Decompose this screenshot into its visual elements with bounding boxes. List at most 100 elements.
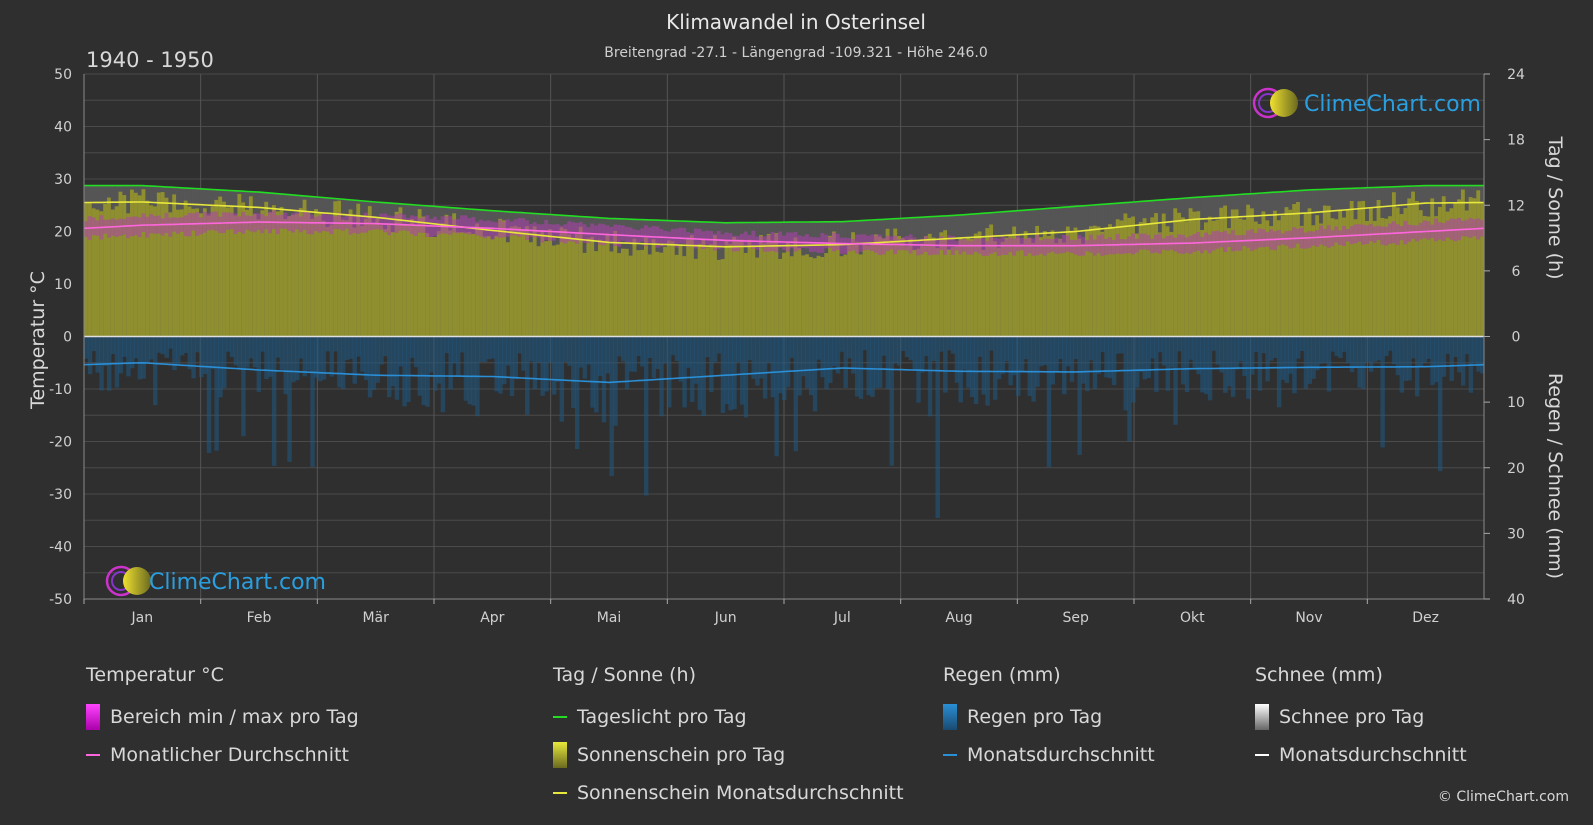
sunshine-bar [1069,230,1075,337]
temp-range-bar [1391,221,1397,244]
legend-item-label: Monatsdurchschnitt [1279,744,1467,766]
rain-bar [644,336,649,496]
y-right-top-tick-label: 12 [1507,198,1525,214]
temp-range-bar [1088,234,1094,253]
rain-bar [1253,336,1259,353]
sunshine-bar [747,239,752,337]
sunshine-bar [218,196,223,337]
rain-bar [1434,336,1439,383]
sunshine-bar [927,233,933,337]
temp-range-bar [908,234,914,254]
temp-range-bar [958,239,963,255]
sunshine-bar [1361,200,1366,337]
sunshine-bar [935,248,940,337]
sunshine-bar [1250,208,1255,337]
sunshine-bar [1476,190,1481,337]
rain-bar [206,336,212,453]
sunshine-bar [256,219,262,337]
rain-bar [1211,336,1217,351]
legend-item: Schnee pro Tag [1255,698,1467,736]
sunshine-bar [459,232,465,337]
y-right-bottom-tick-label: 10 [1507,395,1525,411]
sunshine-bar [329,224,334,337]
sunshine-bar [958,238,963,337]
temp-range-bar [586,227,591,244]
rain-bar [1441,336,1447,377]
chart-subtitle: Breitengrad -27.1 - Längengrad -109.321 … [604,45,987,61]
rain-bar [1460,336,1466,386]
rain-bar [1242,336,1247,376]
sunshine-bar [444,214,449,337]
temp-range-bar [176,217,181,234]
sunshine-bar [851,232,856,337]
rain-bar [1215,336,1220,365]
temp-range-bar [862,234,868,251]
temp-range-bar [931,240,937,255]
rain-bar [808,336,814,396]
sunshine-bar [1437,206,1443,337]
rain-bar [153,336,158,406]
temp-range-bar [540,224,545,243]
sunshine-bar [1000,241,1006,337]
sunshine-bar [233,215,239,337]
rain-bar [582,336,588,379]
temp-range-bar [1257,228,1263,248]
y-left-tick-label: -40 [49,540,72,556]
sunshine-bar [877,236,883,337]
temp-range-bar [1062,234,1067,253]
temp-range-bar [966,240,971,255]
temp-range-bar [571,222,576,242]
rain-bar [617,336,622,357]
sunshine-bar [1123,213,1128,337]
legend-item: Bereich min / max pro Tag [86,698,359,736]
rain-bar [709,336,714,393]
temp-range-bar [164,212,169,233]
rain-bar [1100,336,1105,353]
rain-bar [993,336,998,400]
sunshine-bar [379,225,384,337]
sunshine-bar [202,208,208,337]
sunshine-bar [1434,216,1439,337]
rain-bar [1388,336,1393,351]
rain-bar [1311,336,1316,379]
rain-bar [410,336,415,358]
sunshine-bar [494,235,499,337]
sunshine-bar [743,252,749,337]
temp-range-bar [394,214,400,233]
rain-bar [1092,336,1098,390]
rain-bar [989,336,994,351]
sunshine-bar [574,233,580,337]
temp-range-bar [1104,238,1109,256]
y-left-tick-label: -50 [49,592,72,608]
rain-bar [1115,336,1121,354]
rain-bar [536,336,542,363]
rain-bar [298,336,304,359]
rain-bar [766,336,772,363]
sunshine-bar [264,201,269,337]
sunshine-bar [398,207,403,337]
rain-bar [271,336,277,466]
sunshine-bar [225,207,231,337]
rain-bar [732,336,737,410]
sunshine-bar [429,236,434,337]
rain-bar [785,336,791,388]
rain-bar [1376,336,1382,361]
rain-bar [164,336,169,358]
temp-range-bar [436,219,442,235]
temp-range-bar [904,236,910,251]
sunshine-bar [1073,227,1079,337]
sunshine-bar [1422,215,1428,337]
y-left-tick-label: 30 [54,172,72,188]
legend-sun-title: Tag / Sonne (h) [553,664,697,686]
temp-range-bar [563,224,568,244]
sunshine-bar [1108,224,1113,337]
sunshine-bar [904,246,910,337]
y-right-bottom-tick-label: 20 [1507,461,1525,477]
rain-bar [406,336,411,402]
temp-range-bar [889,236,894,250]
temp-range-bar [214,211,219,231]
rain-bar [793,336,799,452]
sunshine-bar [317,213,323,337]
rain-bar [962,336,967,370]
rain-bar [1088,336,1094,361]
